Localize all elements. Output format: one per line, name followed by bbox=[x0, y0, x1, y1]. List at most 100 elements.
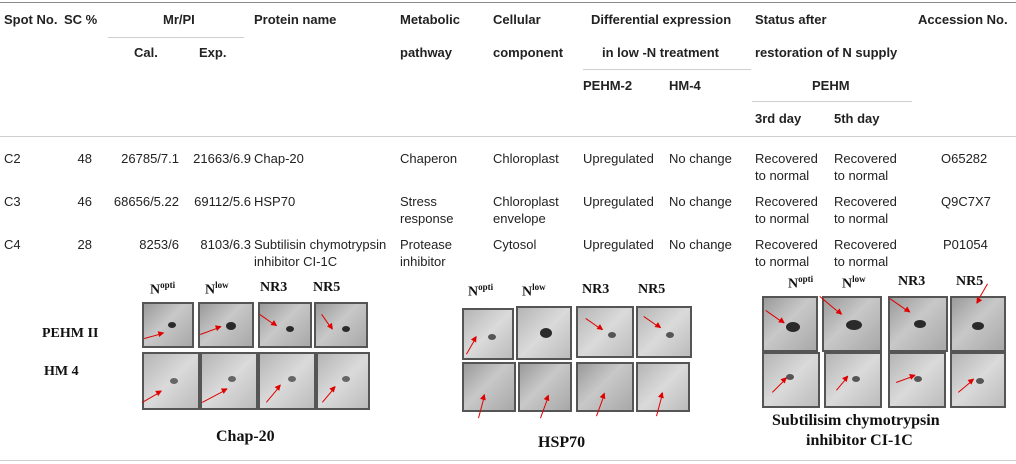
blot-panel bbox=[462, 308, 514, 360]
row-label-hm4: HM 4 bbox=[44, 364, 79, 379]
header-metabolic-2: pathway bbox=[400, 45, 453, 60]
cell-day5: Recovered to normal bbox=[834, 237, 897, 269]
header-metabolic-1: Metabolic bbox=[400, 12, 460, 27]
header-day3: 3rd day bbox=[755, 111, 802, 126]
table-row: C4 28 8253/6 8103/6.3 Subtilisin chymotr… bbox=[0, 236, 1016, 272]
header-pehm2: PEHM-2 bbox=[583, 78, 633, 93]
cell-exp: 21663/6.9 bbox=[193, 151, 251, 166]
cell-day3: Recovered to normal bbox=[755, 194, 818, 226]
row-label-pehm: PEHM II bbox=[42, 326, 99, 341]
cell-cellular: Chloroplast bbox=[493, 151, 559, 166]
cell-spot: C2 bbox=[4, 151, 21, 166]
header-accession: Accession No. bbox=[918, 12, 1008, 27]
header-protein: Protein name bbox=[254, 12, 337, 27]
table-row: C2 48 26785/7.1 21663/6.9 Chap-20 Chaper… bbox=[0, 150, 1016, 186]
cell-protein: HSP70 bbox=[254, 194, 296, 209]
cell-accession: Q9C7X7 bbox=[941, 194, 991, 209]
blot-panel bbox=[636, 306, 692, 358]
col-label-nopti: Nopti bbox=[468, 282, 494, 300]
cell-day5: Recovered to normal bbox=[834, 151, 897, 183]
col-label-nopti: Nopti bbox=[150, 280, 176, 298]
blot-panel bbox=[316, 352, 370, 410]
table-row: C3 46 68656/5.22 69112/5.6 HSP70 Stress … bbox=[0, 193, 1016, 229]
cell-metabolic: Protease inhibitor bbox=[400, 237, 453, 269]
blot-panel bbox=[198, 302, 254, 348]
cell-day3: Recovered to normal bbox=[755, 237, 818, 269]
col-label-nr5: NR5 bbox=[638, 282, 666, 297]
blot-panel bbox=[636, 362, 690, 412]
blot-panel bbox=[462, 362, 516, 412]
cell-cal: 68656/5.22 bbox=[113, 194, 179, 209]
cell-pehm2: Upregulated bbox=[583, 151, 654, 166]
blot-panel bbox=[762, 352, 820, 408]
caption-subtilisin-2: inhibitor CI-1C bbox=[806, 432, 913, 449]
cell-pehm2: Upregulated bbox=[583, 194, 654, 209]
header-exp: Exp. bbox=[199, 45, 227, 60]
col-label-nr3: NR3 bbox=[582, 282, 610, 297]
cell-cellular: Chloroplast envelope bbox=[493, 194, 559, 226]
cell-protein: Chap-20 bbox=[254, 151, 304, 166]
header-mrpi: Mr/PI bbox=[163, 12, 195, 27]
col-label-nlow: Nlow bbox=[842, 274, 866, 292]
cell-accession: P01054 bbox=[943, 237, 988, 252]
cell-hm4: No change bbox=[669, 194, 732, 209]
blot-panel bbox=[824, 352, 882, 408]
col-label-nr5: NR5 bbox=[956, 274, 984, 289]
blot-figure-chap20: Nopti Nlow NR3 NR5 PEHM II HM 4 Chap-20 bbox=[42, 272, 380, 452]
col-label-nopti: Nopti bbox=[788, 274, 814, 292]
status-rule bbox=[752, 101, 912, 102]
col-label-nr3: NR3 bbox=[260, 280, 288, 295]
cell-metabolic: Chaperon bbox=[400, 151, 458, 166]
cell-metabolic: Stress response bbox=[400, 194, 454, 226]
col-label-nlow: Nlow bbox=[205, 280, 229, 298]
col-label-nr5: NR5 bbox=[313, 280, 341, 295]
blot-panel bbox=[142, 352, 200, 410]
cell-hm4: No change bbox=[669, 237, 732, 252]
blot-panel bbox=[950, 352, 1006, 408]
cell-sc: 46 bbox=[77, 194, 92, 209]
blot-panel bbox=[762, 296, 818, 352]
header-status-2: restoration of N supply bbox=[755, 45, 898, 60]
header-cal: Cal. bbox=[134, 45, 158, 60]
blot-panel bbox=[314, 302, 368, 348]
caption-hsp70: HSP70 bbox=[538, 434, 586, 451]
cell-protein: Subtilisin chymotrypsin inhibitor CI-1C bbox=[254, 237, 387, 269]
cell-cellular: Cytosol bbox=[493, 237, 537, 252]
caption-chap20: Chap-20 bbox=[216, 428, 275, 445]
table-bottom-rule bbox=[0, 460, 1016, 461]
blot-panel bbox=[516, 306, 572, 360]
header-differential-2: in low -N treatment bbox=[602, 45, 720, 60]
caption-subtilisin-1: Subtilisim chymotrypsin bbox=[772, 412, 940, 429]
cell-day5: Recovered to normal bbox=[834, 194, 897, 226]
cell-sc: 48 bbox=[77, 151, 92, 166]
cell-sc: 28 bbox=[77, 237, 92, 252]
cell-day3: Recovered to normal bbox=[755, 151, 818, 183]
table-top-rule bbox=[0, 2, 1016, 3]
cell-spot: C4 bbox=[4, 237, 21, 252]
cell-exp: 8103/6.3 bbox=[200, 237, 251, 252]
cell-cal: 26785/7.1 bbox=[121, 151, 179, 166]
cell-pehm2: Upregulated bbox=[583, 237, 654, 252]
cell-spot: C3 bbox=[4, 194, 21, 209]
header-differential-1: Differential expression bbox=[591, 12, 732, 27]
header-sc: SC % bbox=[64, 12, 98, 27]
mrpi-rule bbox=[108, 37, 244, 38]
blot-panel bbox=[576, 362, 634, 412]
header-status-1: Status after bbox=[755, 12, 827, 27]
header-cellular-1: Cellular bbox=[493, 12, 541, 27]
differential-rule bbox=[583, 69, 751, 70]
header-day5: 5th day bbox=[834, 111, 880, 126]
header-hm4: HM-4 bbox=[669, 78, 701, 93]
header-pehm: PEHM bbox=[812, 78, 850, 93]
cell-cal: 8253/6 bbox=[139, 237, 179, 252]
cell-hm4: No change bbox=[669, 151, 732, 166]
cell-exp: 69112/5.6 bbox=[194, 194, 251, 209]
blot-figure-hsp70: Nopti Nlow NR3 NR5 HSP70 bbox=[460, 272, 720, 452]
col-label-nr3: NR3 bbox=[898, 274, 926, 289]
blot-panel bbox=[200, 352, 258, 410]
cell-accession: O65282 bbox=[941, 151, 988, 166]
blot-panel bbox=[576, 306, 634, 358]
blot-panel bbox=[258, 302, 312, 348]
header-spot-no: Spot No. bbox=[4, 12, 58, 27]
blot-panel bbox=[142, 302, 194, 348]
